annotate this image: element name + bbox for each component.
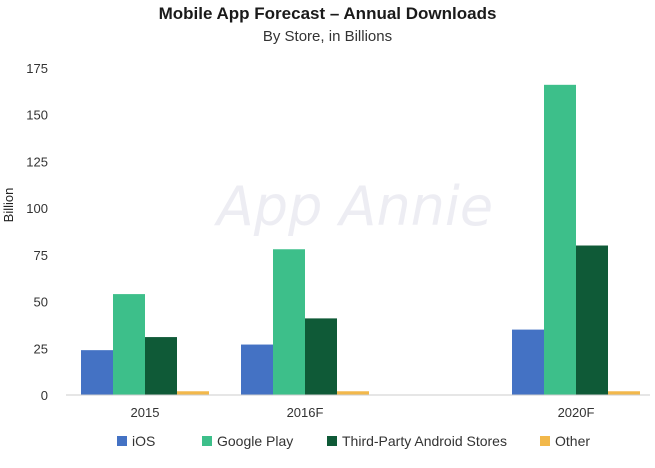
legend-swatch [540, 436, 550, 446]
x-tick-label: 2016F [287, 405, 324, 420]
legend-swatch [327, 436, 337, 446]
legend-label: iOS [132, 433, 155, 449]
legend-label: Google Play [217, 433, 293, 449]
y-tick-label: 175 [26, 61, 48, 76]
bar-google-play-2016f [273, 249, 305, 395]
y-tick-label: 125 [26, 154, 48, 169]
bar-ios-2015 [81, 350, 113, 395]
bar-google-play-2015 [113, 294, 145, 395]
bar-third-party-android-stores-2016f [305, 318, 337, 395]
y-axis-label: Billion [1, 188, 16, 223]
y-tick-label: 150 [26, 108, 48, 123]
y-tick-label: 50 [34, 295, 48, 310]
legend: iOS Google Play Third-Party Android Stores… [117, 433, 590, 449]
y-tick-label: 25 [34, 341, 48, 356]
chart-title: Mobile App Forecast – Annual Downloads [158, 4, 497, 23]
chart-subtitle: By Store, in Billions [262, 28, 393, 45]
bar-other-2020f [608, 391, 640, 395]
bars-group [81, 84, 640, 396]
y-tick-label: 75 [34, 248, 48, 263]
bar-ios-2020f [512, 329, 544, 395]
x-tick-label: 2015 [131, 405, 160, 420]
legend-label: Other [555, 433, 590, 449]
watermark-text: App Annie [214, 175, 493, 238]
bar-google-play-2020f [544, 84, 576, 396]
x-tick-label: 2020F [558, 405, 595, 420]
bar-ios-2016f [241, 344, 273, 395]
legend-swatch [202, 436, 212, 446]
y-tick-label: 0 [41, 388, 48, 403]
legend-swatch [117, 436, 127, 446]
y-tick-label: 100 [26, 201, 48, 216]
bar-third-party-android-stores-2020f [576, 245, 608, 395]
legend-label: Third-Party Android Stores [342, 433, 507, 449]
bar-other-2016f [337, 391, 369, 395]
bar-third-party-android-stores-2015 [145, 337, 177, 395]
bar-other-2015 [177, 391, 209, 395]
y-axis: 0 25 50 75 100 125 150 175 [26, 61, 48, 403]
x-axis: 2015 2016F 2020F [131, 405, 595, 420]
